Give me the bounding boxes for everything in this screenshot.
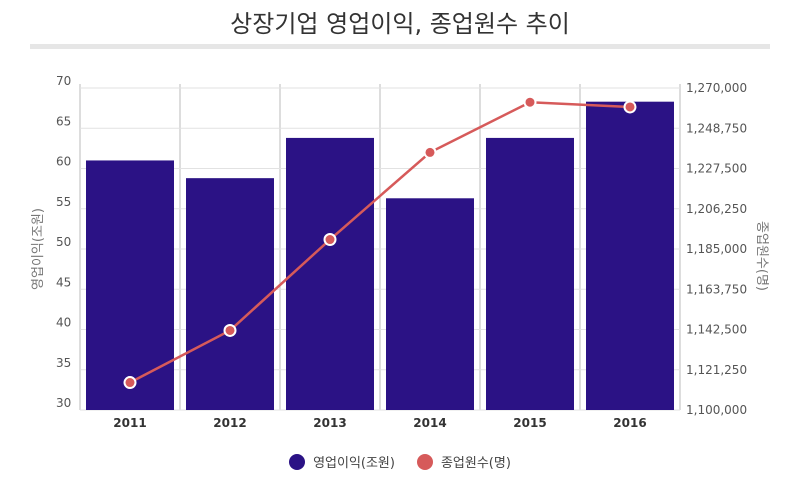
bar-2015[interactable] [486,137,574,410]
y-tick-label: 60 [56,155,71,169]
legend-label: 종업원수(명) [440,456,511,471]
y2-tick-label: 1,227,500 [686,162,747,176]
y2-tick-label: 1,142,500 [686,323,747,337]
chart-title: 상장기업 영업이익, 종업원수 추이 [230,10,570,38]
legend-label: 영업이익(조원) [313,456,395,471]
legend-swatch [416,453,433,470]
legend-swatch [289,453,306,470]
y-axis-right: 1,270,000 1,248,750 1,227,500 1,206,250 1,18… [686,81,747,417]
y2-tick-label: 1,121,250 [686,363,747,377]
legend: 영업이익(조원) 종업원수(명) [0,452,800,471]
y-tick-label: 35 [56,356,71,370]
bar-2014[interactable] [386,198,474,410]
bar-2011[interactable] [86,160,174,410]
y2-tick-label: 1,270,000 [686,81,747,95]
y2-tick-label: 1,100,000 [686,403,747,417]
bar-2013[interactable] [286,137,374,410]
y-tick-label: 50 [56,235,71,249]
y-tick-label: 45 [56,275,71,289]
x-tick-label: 2015 [513,416,546,430]
x-tick-label: 2013 [313,416,346,430]
employees-line [129,100,631,384]
y-tick-label: 70 [56,74,71,88]
y-axis-left: 70 65 60 55 50 45 40 35 30 [56,74,71,410]
y2-tick-label: 1,248,750 [686,121,747,135]
y-axis-label: 영업이익(조원) [31,208,46,290]
y2-tick-label: 1,163,750 [686,282,747,296]
x-tick-label: 2012 [213,416,246,430]
point-2016[interactable] [623,100,637,114]
y-tick-label: 55 [56,195,71,209]
y2-tick-label: 1,206,250 [686,202,747,216]
x-tick-label: 2011 [113,416,146,430]
y-tick-label: 40 [56,316,71,330]
y2-tick-label: 1,185,000 [686,242,747,256]
line-series [123,95,637,390]
point-2014[interactable] [423,145,437,159]
point-2012[interactable] [223,323,237,337]
bar-series [86,101,674,410]
y-tick-label: 65 [56,114,71,128]
x-tick-label: 2014 [413,416,446,430]
title-divider [30,44,770,49]
bar-2012[interactable] [186,178,274,410]
x-axis: 2011 2012 2013 2014 2015 2016 [113,416,646,430]
x-tick-label: 2016 [613,416,646,430]
point-2011[interactable] [123,376,137,390]
bar-2016[interactable] [586,101,674,410]
legend-item-employees[interactable]: 종업원수(명) [416,452,511,471]
y-tick-label: 30 [56,396,71,410]
point-2015[interactable] [523,95,537,109]
point-2013[interactable] [323,233,337,247]
y2-axis-label: 종업원수(명) [754,221,769,291]
legend-item-operating-profit[interactable]: 영업이익(조원) [289,452,395,471]
